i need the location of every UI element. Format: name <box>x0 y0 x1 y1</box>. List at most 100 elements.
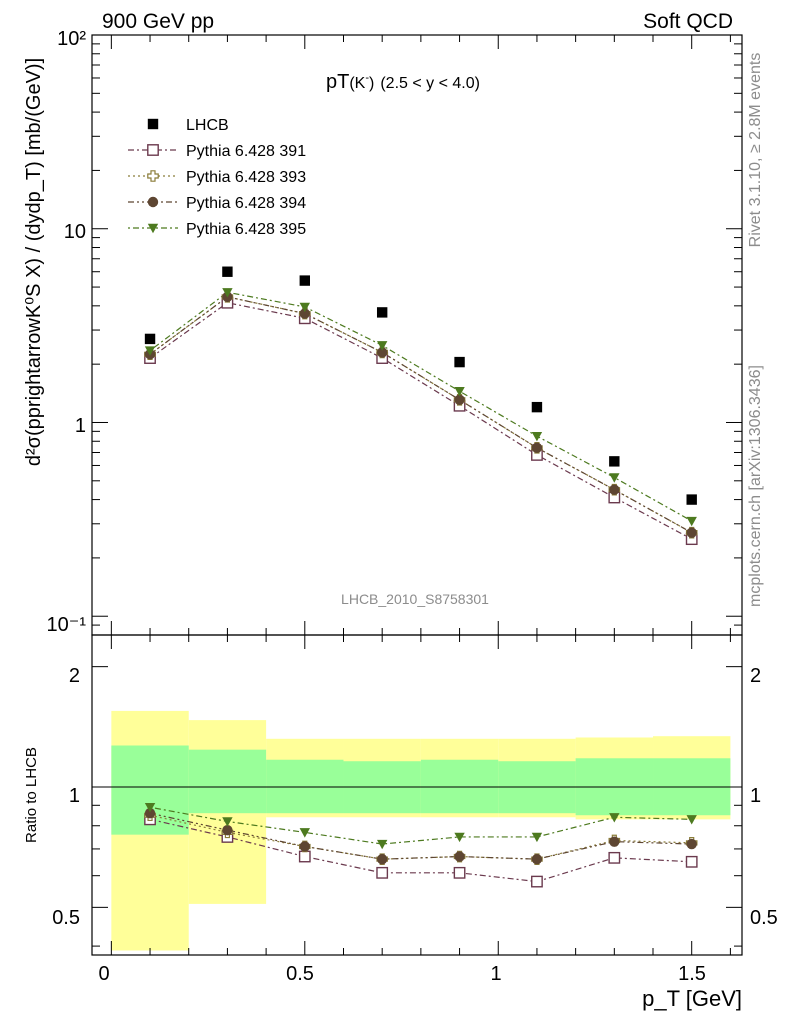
x-axis-label: p_T [GeV] <box>642 986 742 1011</box>
main-y-tick-label-2: 10 <box>64 221 86 243</box>
ratio-point-3-4 <box>454 832 465 843</box>
main-point-4-6 <box>609 473 620 483</box>
main-point-0-7 <box>686 494 697 505</box>
main-point-3-3 <box>376 347 388 358</box>
ratio-series-markers <box>144 803 698 888</box>
ratio-y-tick-label-right-1: 1 <box>750 785 761 807</box>
ratio-plot-frame <box>91 634 743 956</box>
main-point-0-3 <box>376 307 388 318</box>
ratio-point-0-7 <box>685 855 698 868</box>
ratio-y-tick-label-left-1: 1 <box>69 785 80 807</box>
main-point-0-2 <box>299 275 310 286</box>
ratio-point-2-3 <box>376 853 388 865</box>
ratio-point-2-5 <box>531 853 543 865</box>
ratio-point-2-0 <box>144 807 156 819</box>
analysis-label: LHCB_2010_S8758301 <box>341 591 489 607</box>
ratio-point-0-2 <box>298 850 311 863</box>
x-tick-label-0: 0 <box>98 963 109 985</box>
ratio-point-3-1 <box>222 817 233 827</box>
legend-label-0: LHCB <box>186 117 229 134</box>
main-line-4 <box>149 291 692 522</box>
legend: LHCB Pythia 6.428 391 Pythia 6.428 393 P… <box>128 117 306 238</box>
ratio-point-0-6 <box>608 851 621 864</box>
ratio-point-2-6 <box>609 836 620 847</box>
main-point-4-0 <box>144 346 156 356</box>
plot-title-close: ) <box>369 75 374 92</box>
ratio-series-lines <box>149 806 692 883</box>
main-y-tick-label-0: 10⁻¹ <box>47 614 87 636</box>
main-y-tick-label-1: 1 <box>75 415 86 437</box>
ratio-line-0 <box>149 818 692 883</box>
main-point-3-6 <box>609 484 620 495</box>
legend-label-2: Pythia 6.428 393 <box>186 169 306 186</box>
main-point-0-1 <box>222 266 233 277</box>
ratio-band-green <box>188 749 267 814</box>
plot-title-sup: - <box>365 72 369 84</box>
ratio-point-3-2 <box>299 828 310 838</box>
legend-marker-0 <box>147 118 159 130</box>
ratio-y-tick-label-right-2: 2 <box>750 665 761 687</box>
ratio-band-green <box>420 759 499 814</box>
ratio-line-3 <box>149 806 692 845</box>
main-line-3 <box>149 296 692 534</box>
ratio-point-3-5 <box>531 832 543 843</box>
ratio-point-0-5 <box>531 875 543 888</box>
legend-marker-1 <box>147 144 159 156</box>
x-tick-label-2: 1 <box>490 963 501 985</box>
main-series-lines <box>149 291 692 540</box>
legend-marker-4 <box>147 223 159 234</box>
main-point-3-7 <box>686 527 697 538</box>
main-point-3-5 <box>531 442 543 454</box>
ratio-line-2 <box>149 812 692 860</box>
main-point-0-6 <box>609 456 620 467</box>
ratio-point-2-2 <box>299 841 310 852</box>
ratio-band-green <box>266 759 344 814</box>
ratio-point-3-3 <box>376 839 388 850</box>
header-left: 900 GeV pp <box>102 10 214 33</box>
x-tick-label-3: 1.5 <box>678 963 706 985</box>
legend-marker-3 <box>147 196 159 208</box>
main-y-axis-label: d²σ(pprightarrowK⁰S X) / (dydp_T) [mb/(G… <box>23 58 45 466</box>
ratio-point-0-3 <box>376 866 389 879</box>
legend-label-4: Pythia 6.428 395 <box>186 221 306 238</box>
legend-symbols <box>128 118 178 234</box>
main-y-tick-label-3: 10² <box>57 28 86 50</box>
main-point-4-7 <box>686 516 697 527</box>
main-point-0-5 <box>531 401 543 413</box>
header-right: Soft QCD <box>643 10 733 33</box>
ratio-point-0-4 <box>453 866 466 879</box>
plot-title-sub: (K <box>349 75 365 92</box>
main-point-4-1 <box>222 288 233 298</box>
ratio-y-tick-label-right-0: 0.5 <box>750 907 778 929</box>
main-point-4-3 <box>376 341 388 351</box>
ratio-point-3-6 <box>609 813 620 823</box>
x-tick-label-1: 0.5 <box>286 963 314 985</box>
main-point-0-4 <box>454 356 465 368</box>
ratio-y-axis-label: Ratio to LHCB <box>23 747 40 843</box>
main-point-4-4 <box>454 387 465 397</box>
ratio-point-2-7 <box>686 838 697 850</box>
main-series-markers <box>144 266 698 546</box>
legend-label-1: Pythia 6.428 391 <box>186 143 306 160</box>
main-point-3-4 <box>454 394 465 405</box>
ratio-point-3-7 <box>686 815 697 825</box>
ratio-y-tick-label-left-2: 2 <box>69 665 80 687</box>
side-text-bottom: mcplots.cern.ch [arXiv:1306.3436] <box>747 365 764 607</box>
legend-label-3: Pythia 6.428 394 <box>186 195 306 212</box>
ratio-point-2-4 <box>454 851 465 862</box>
ratio-uncertainty-bands <box>111 710 731 951</box>
main-point-4-5 <box>531 431 543 442</box>
legend-marker-2 <box>147 170 159 182</box>
ratio-point-3-0 <box>144 803 156 813</box>
main-point-4-2 <box>299 302 310 313</box>
plot-title-main: pT <box>326 71 349 93</box>
ratio-y-tick-label-left-0: 0.5 <box>52 907 80 929</box>
main-point-3-2 <box>299 308 310 319</box>
side-text-top: Rivet 3.1.10, ≥ 2.8M events <box>747 53 764 248</box>
plot-title-range: (2.5 < y < 4.0) <box>380 75 480 92</box>
plot-title: pT(K-) (2.5 < y < 4.0) <box>326 71 480 93</box>
main-point-0-0 <box>144 333 156 345</box>
axis-ticks <box>92 34 742 955</box>
main-line-1 <box>149 302 692 540</box>
